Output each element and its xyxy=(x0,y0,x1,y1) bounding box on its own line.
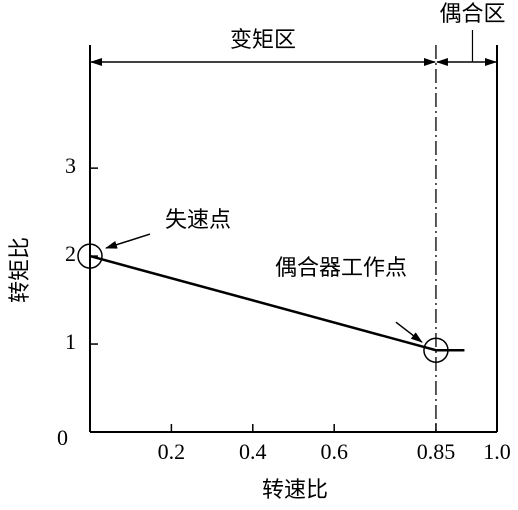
point-marker xyxy=(423,337,449,363)
y-tick-label: 2 xyxy=(65,241,76,266)
x-tick-label: 0.6 xyxy=(320,439,348,464)
annotation-arrow xyxy=(105,233,151,249)
x-tick-label: 0.2 xyxy=(158,439,186,464)
region-label: 变矩区 xyxy=(230,27,296,52)
y-tick-label: 1 xyxy=(65,329,76,354)
y-tick-label: 0 xyxy=(57,425,68,450)
annotation: 失速点 xyxy=(165,207,231,232)
y-tick-label: 3 xyxy=(65,153,76,178)
point-marker xyxy=(77,243,103,269)
annotation-arrow xyxy=(395,321,423,343)
series-line xyxy=(89,254,465,352)
x-tick-label: 0.4 xyxy=(239,439,267,464)
annotation: 偶合器工作点 xyxy=(275,255,407,280)
x-tick-label: 1.0 xyxy=(483,439,511,464)
x-axis-label: 转速比 xyxy=(262,477,328,502)
x-tick-label: 0.85 xyxy=(417,439,456,464)
region-label: 偶合区 xyxy=(439,1,505,26)
y-axis-label: 转矩比 xyxy=(7,237,32,303)
